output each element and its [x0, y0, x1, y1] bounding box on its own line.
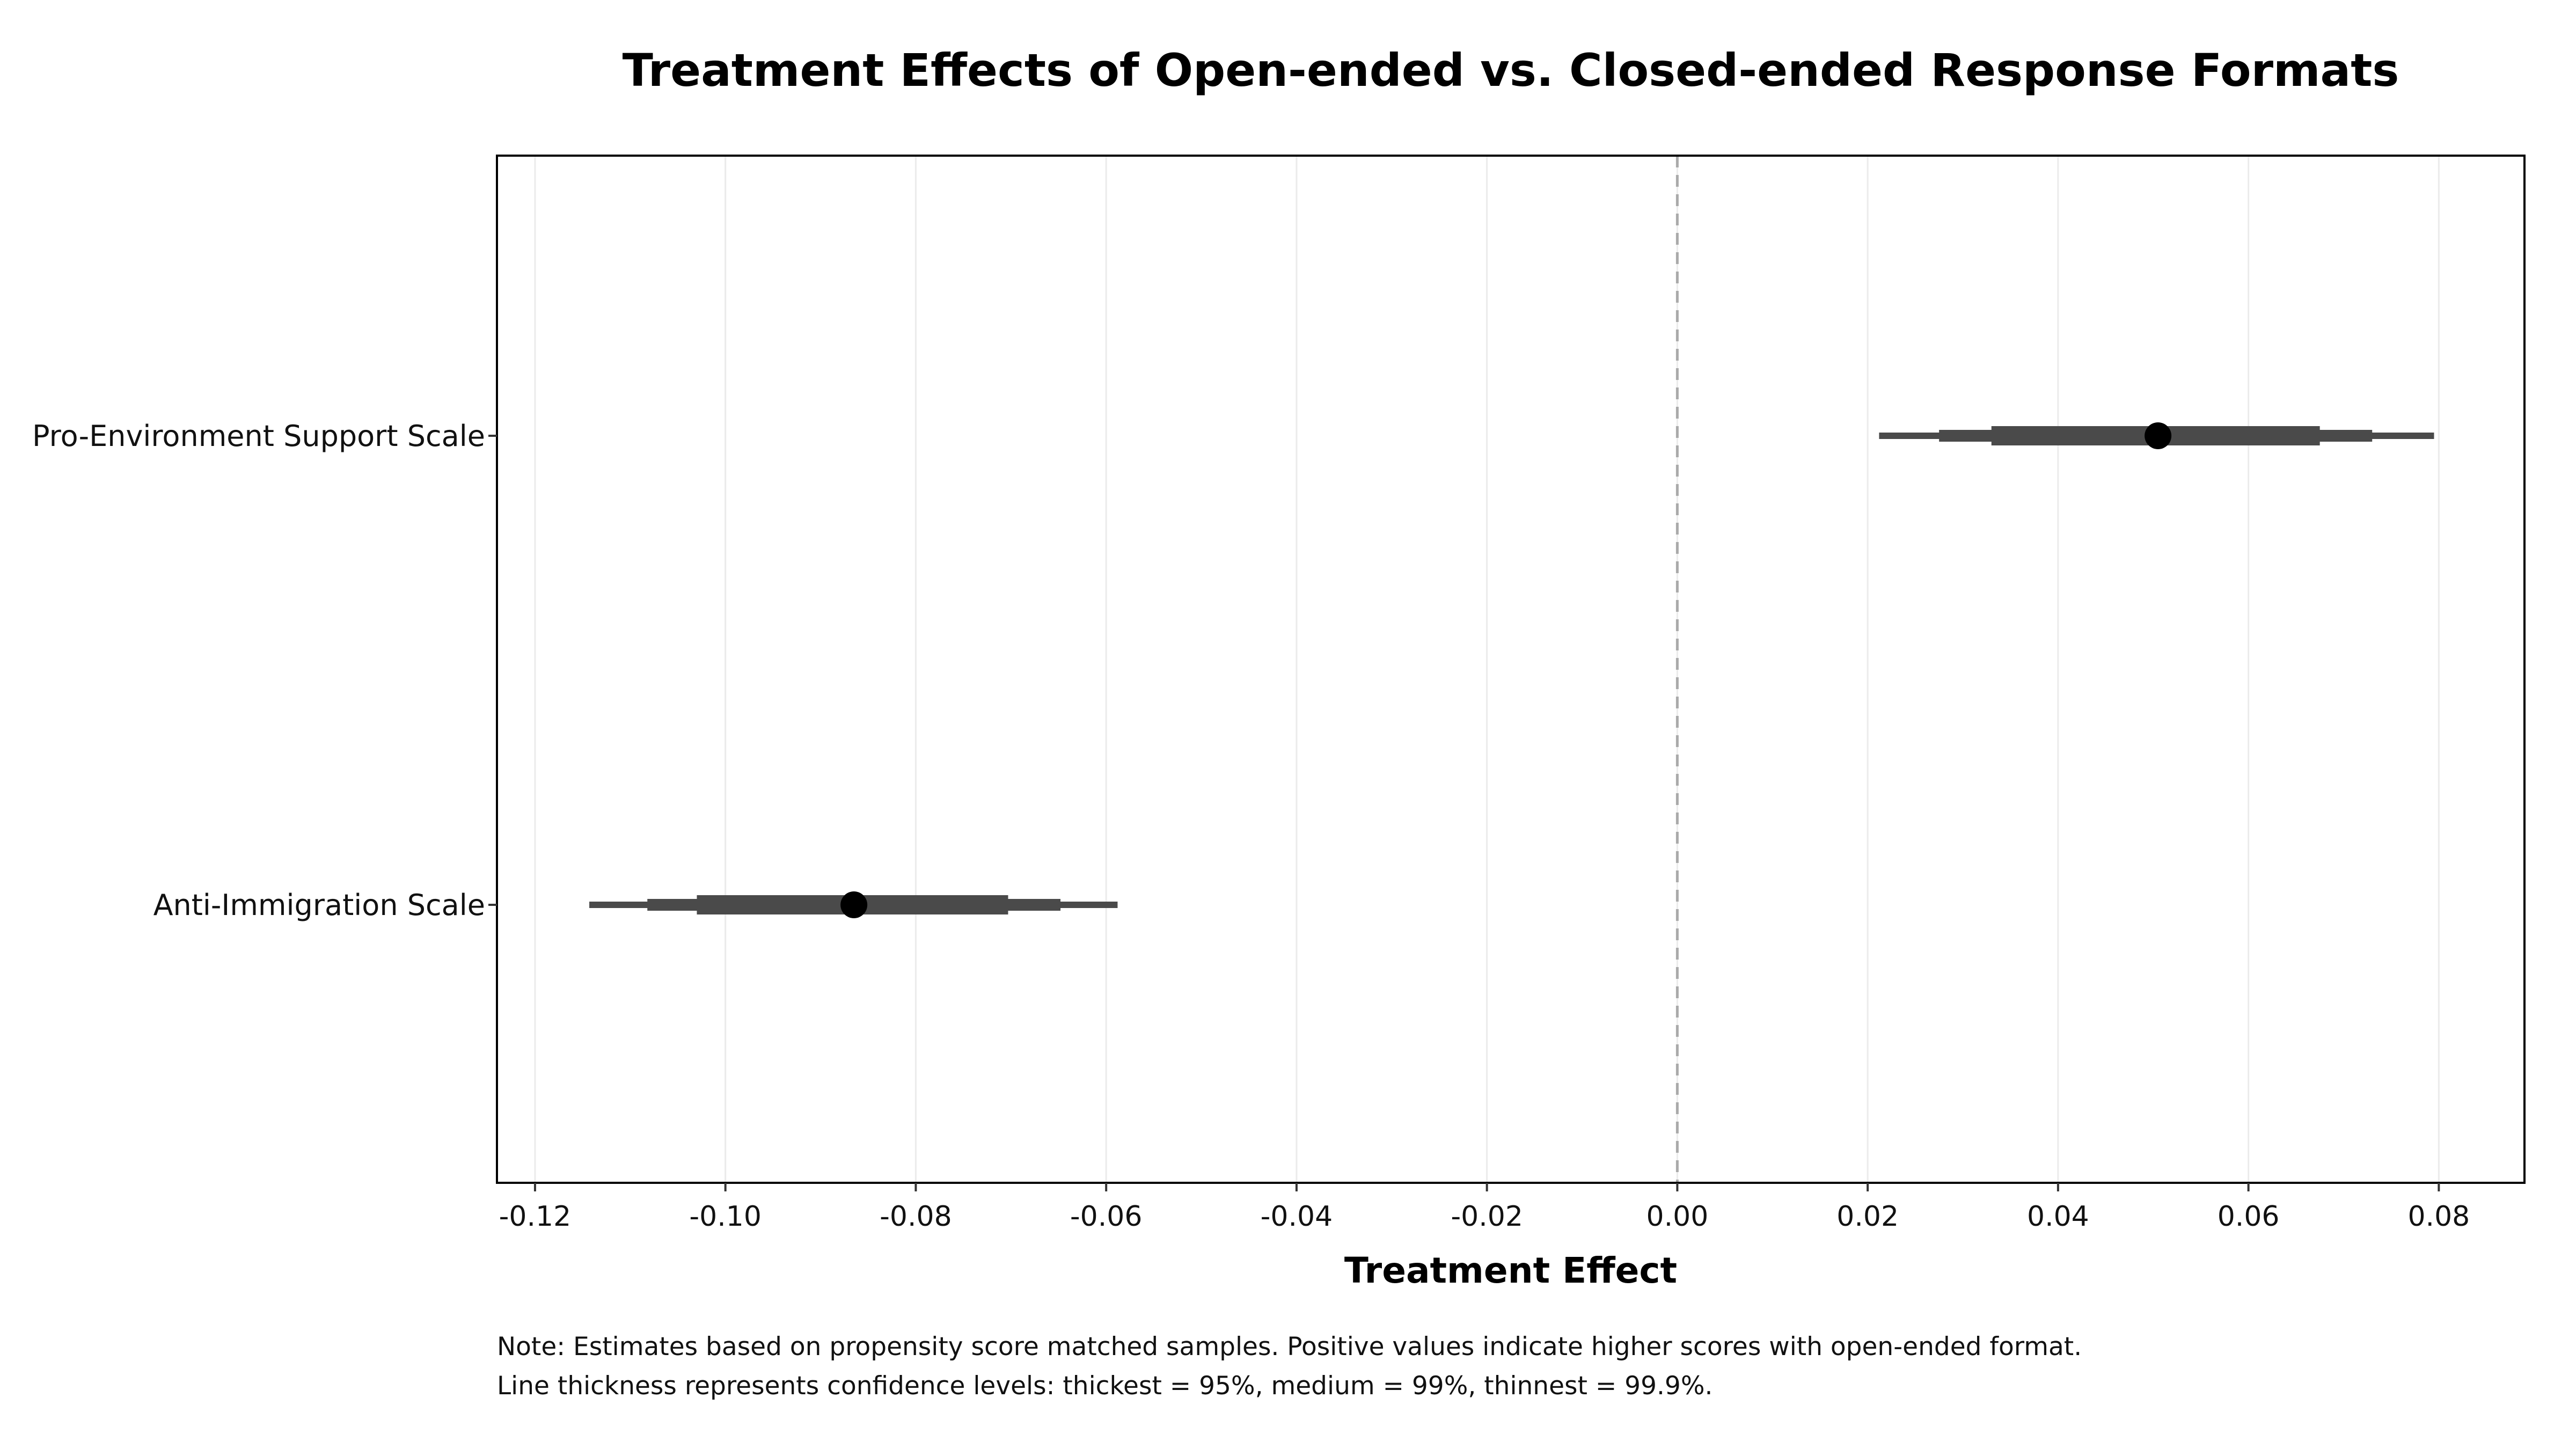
x-tick-label-4: -0.04	[1261, 1201, 1333, 1233]
y-category-label-2: Anti-Immigration Scale	[153, 888, 485, 922]
x-tick-label-5: -0.02	[1451, 1201, 1523, 1233]
x-tick-label-8: 0.04	[2027, 1201, 2089, 1233]
x-tick-label-7: 0.02	[1836, 1201, 1899, 1233]
point-estimate-2	[840, 891, 868, 918]
x-axis: -0.12 -0.10 -0.08 -0.06 -0.04 -0.02 0.00 0.02 0.…	[499, 1183, 2470, 1233]
x-tick-label-9: 0.06	[2218, 1201, 2280, 1233]
point-estimates	[840, 422, 2172, 918]
x-tick-label-1: -0.10	[689, 1201, 762, 1233]
point-estimate-1	[2145, 422, 2172, 449]
note-line-2: Line thickness represents confidence lev…	[497, 1371, 1713, 1401]
x-axis-title: Treatment Effect	[1344, 1250, 1677, 1291]
x-tick-label-0: -0.12	[499, 1201, 572, 1233]
x-tick-label-6: 0.00	[1646, 1201, 1709, 1233]
x-tick-label-3: -0.06	[1070, 1201, 1143, 1233]
plot-frame	[496, 155, 2526, 1184]
x-tick-label-2: -0.08	[880, 1201, 952, 1233]
x-tick-label-10: 0.08	[2407, 1201, 2470, 1233]
y-axis: Pro-Environment Support Scale Anti-Immigr…	[32, 419, 497, 922]
note-line-1: Note: Estimates based on propensity scor…	[497, 1332, 2082, 1362]
y-category-label-1: Pro-Environment Support Scale	[32, 419, 485, 453]
intervals	[589, 426, 2434, 914]
gridlines	[534, 156, 2440, 1183]
chart-title: Treatment Effects of Open-ended vs. Clos…	[623, 44, 2399, 97]
